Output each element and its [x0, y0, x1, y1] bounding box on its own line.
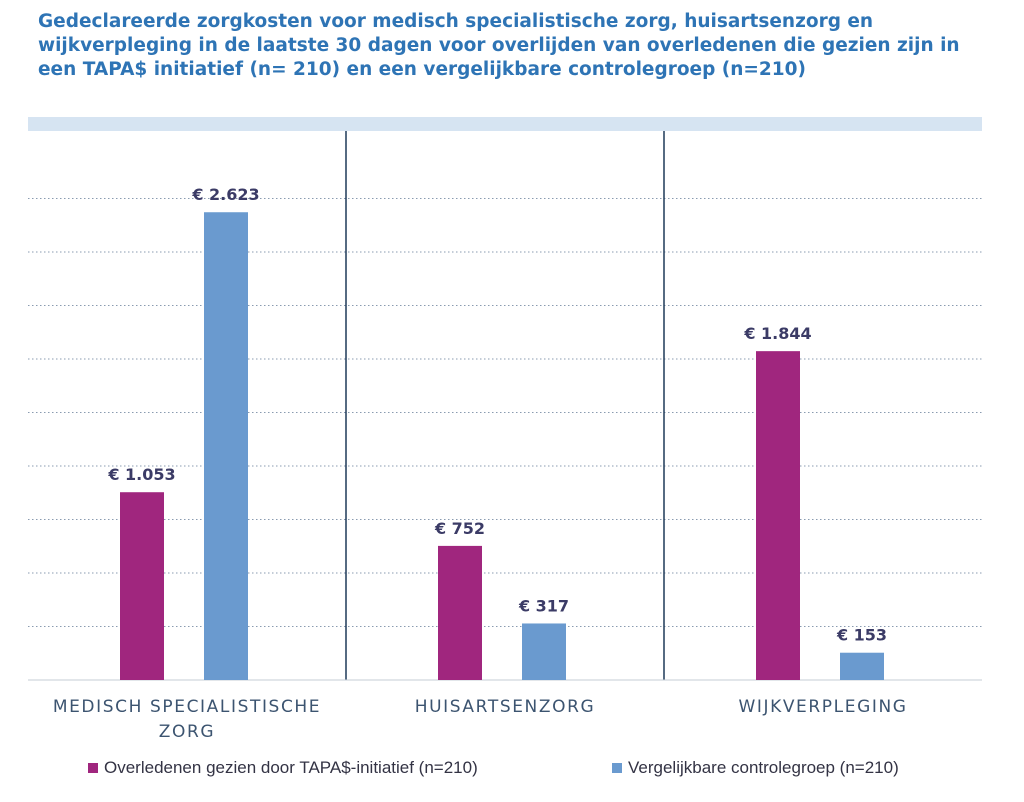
category-dividers — [345, 131, 665, 680]
category-labels-group: MEDISCH SPECIALISTISCHE ZORG HUISARTSENZOR… — [53, 697, 907, 742]
data-label-control: € 153 — [836, 626, 887, 645]
category-label: HUISARTSENZORG — [415, 697, 596, 717]
legend-swatch-control — [612, 763, 622, 773]
bars-group — [120, 212, 884, 680]
category-label: MEDISCH SPECIALISTISCHE — [53, 697, 321, 717]
bar-control — [204, 212, 248, 680]
category-label: ZORG — [159, 722, 215, 742]
legend-item-control: Vergelijkbare controlegroep (n=210) — [612, 758, 899, 778]
bar-tapas — [120, 492, 164, 680]
legend-swatch-tapas — [88, 763, 98, 773]
bar-tapas — [438, 545, 482, 680]
data-label-tapas: € 1.844 — [743, 324, 811, 343]
legend: Overledenen gezien door TAPA$-initiatief… — [0, 758, 1024, 784]
bar-control — [840, 652, 884, 680]
data-label-tapas: € 1.053 — [107, 465, 175, 484]
category-label: WIJKVERPLEGING — [738, 697, 907, 717]
data-label-control: € 2.623 — [191, 185, 259, 204]
data-labels-group: € 1.053 € 2.623 € 752 € 317 € 1.844 € 153 — [107, 185, 887, 644]
data-label-tapas: € 752 — [434, 519, 485, 538]
data-label-control: € 317 — [518, 596, 569, 615]
bar-control — [522, 623, 566, 680]
chart-title: Gedeclareerde zorgkosten voor medisch sp… — [38, 11, 960, 80]
legend-label-control: Vergelijkbare controlegroep (n=210) — [628, 758, 899, 777]
header-band — [28, 117, 982, 131]
legend-label-tapas: Overledenen gezien door TAPA$-initiatief… — [104, 758, 478, 777]
bar-tapas — [756, 351, 800, 680]
legend-item-tapas: Overledenen gezien door TAPA$-initiatief… — [88, 758, 478, 778]
gridlines — [28, 198, 982, 627]
